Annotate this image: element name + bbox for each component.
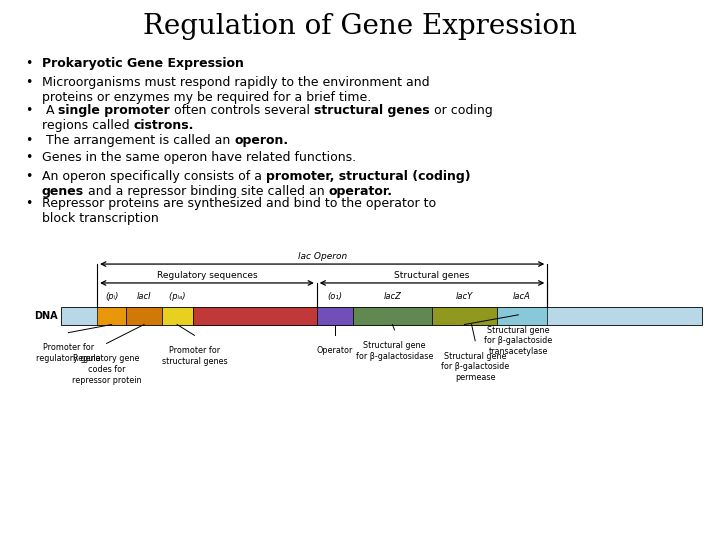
Text: transacetylase: transacetylase [489, 347, 548, 356]
Bar [193, 307, 317, 325]
Bar [353, 307, 432, 325]
Text: Structural gene: Structural gene [487, 326, 549, 335]
Text: regions called: regions called [42, 119, 133, 132]
Text: or coding: or coding [430, 104, 492, 117]
Text: Structural gene: Structural gene [444, 352, 506, 361]
Text: lacY: lacY [456, 292, 473, 301]
Text: lacZ: lacZ [384, 292, 401, 301]
Text: often controls several: often controls several [170, 104, 314, 117]
Text: promoter, structural (coding): promoter, structural (coding) [266, 170, 470, 183]
Text: structural genes: structural genes [161, 357, 228, 366]
Text: permease: permease [455, 373, 495, 382]
Text: (pₗₐ⁣): (pₗₐ⁣) [169, 292, 185, 301]
Text: for β-galactoside: for β-galactoside [441, 362, 509, 372]
Text: Genes in the same operon have related functions.: Genes in the same operon have related fu… [42, 151, 356, 164]
Text: DNA: DNA [34, 311, 58, 321]
Text: (pᵢ): (pᵢ) [105, 292, 118, 301]
Bar [432, 307, 497, 325]
Text: and a repressor binding site called an: and a repressor binding site called an [84, 185, 328, 198]
Text: repressor protein: repressor protein [72, 376, 141, 385]
Text: single promoter: single promoter [58, 104, 170, 117]
Text: Structural genes: Structural genes [395, 271, 469, 280]
Text: operon.: operon. [234, 134, 288, 147]
Text: An operon specifically consists of a: An operon specifically consists of a [42, 170, 266, 183]
Text: codes for: codes for [88, 365, 125, 374]
Text: Repressor proteins are synthesized and bind to the operator to: Repressor proteins are synthesized and b… [42, 197, 436, 210]
Text: lac Operon: lac Operon [297, 252, 347, 261]
Bar [162, 307, 193, 325]
Text: •: • [25, 104, 32, 117]
Text: •: • [25, 197, 32, 210]
Text: block transcription: block transcription [42, 212, 158, 225]
Text: Promoter for: Promoter for [168, 346, 220, 355]
Text: •: • [25, 76, 32, 89]
Bar [126, 307, 162, 325]
Bar [497, 307, 547, 325]
Bar [97, 307, 126, 325]
Text: Promoter for: Promoter for [42, 343, 94, 353]
Text: •: • [25, 151, 32, 164]
Text: Regulatory gene: Regulatory gene [73, 354, 140, 363]
Text: •: • [25, 57, 32, 70]
Text: cistrons.: cistrons. [133, 119, 194, 132]
Text: A: A [42, 104, 58, 117]
Text: The arrangement is called an: The arrangement is called an [42, 134, 234, 147]
Text: structural genes: structural genes [314, 104, 430, 117]
Text: operator.: operator. [328, 185, 392, 198]
Text: Regulation of Gene Expression: Regulation of Gene Expression [143, 14, 577, 40]
Text: for β-galactoside: for β-galactoside [485, 336, 552, 346]
Text: (o₁): (o₁) [328, 292, 342, 301]
Text: lacI: lacI [137, 292, 151, 301]
Text: Operator: Operator [317, 346, 353, 355]
Text: Prokaryotic Gene Expression: Prokaryotic Gene Expression [42, 57, 243, 70]
Text: •: • [25, 134, 32, 147]
Text: genes: genes [42, 185, 84, 198]
Text: Regulatory sequences: Regulatory sequences [157, 271, 257, 280]
Bar [317, 307, 353, 325]
Text: Structural gene: Structural gene [364, 341, 426, 350]
Text: regulatory gene: regulatory gene [36, 354, 101, 363]
Bar [61, 307, 702, 325]
Text: •: • [25, 170, 32, 183]
Text: Microorganisms must respond rapidly to the environment and: Microorganisms must respond rapidly to t… [42, 76, 429, 89]
Text: lacA: lacA [513, 292, 531, 301]
Text: proteins or enzymes my be required for a brief time.: proteins or enzymes my be required for a… [42, 91, 371, 104]
Text: for β-galactosidase: for β-galactosidase [356, 352, 433, 361]
